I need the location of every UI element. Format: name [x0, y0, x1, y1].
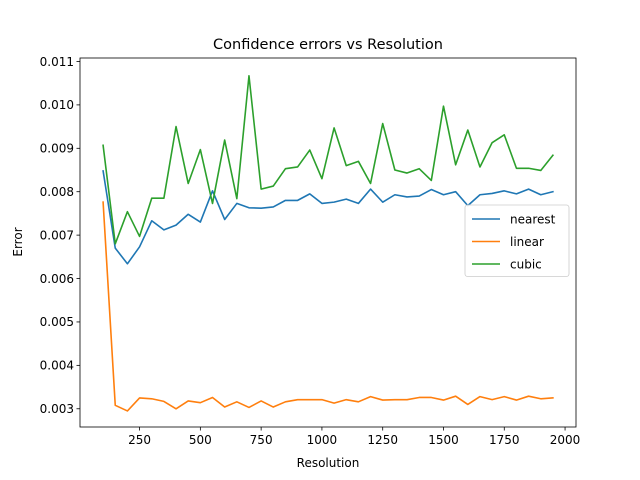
y-axis-label: Error [11, 227, 25, 256]
x-axis: 250 500 750 1000 1250 1500 1750 2000 [128, 427, 580, 447]
legend-label-linear: linear [510, 235, 544, 249]
series-line-linear [102, 201, 554, 412]
x-tick-label: 1000 [307, 433, 338, 447]
y-tick-label: 0.010 [40, 98, 74, 112]
legend-label-nearest: nearest [510, 212, 556, 226]
y-tick-label: 0.008 [40, 185, 74, 199]
y-tick-label: 0.009 [40, 142, 74, 156]
plot-frame [79, 57, 577, 428]
x-tick-label: 500 [189, 433, 212, 447]
y-tick-label: 0.003 [40, 402, 74, 416]
x-tick-label: 1500 [428, 433, 459, 447]
x-tick-label: 750 [250, 433, 273, 447]
x-tick-label: 1250 [367, 433, 398, 447]
series-line-cubic [102, 75, 555, 245]
chart-title: Confidence errors vs Resolution [213, 37, 443, 53]
y-tick-label: 0.011 [40, 55, 74, 69]
x-tick-label: 250 [128, 433, 151, 447]
y-tick-label: 0.007 [40, 228, 74, 242]
y-tick-label: 0.005 [40, 315, 74, 329]
y-tick-label: 0.004 [40, 359, 74, 373]
legend-label-cubic: cubic [510, 257, 542, 271]
y-tick-label: 0.006 [40, 272, 74, 286]
legend-box [464, 204, 570, 277]
y-axis: 0.003 0.004 0.005 0.006 0.007 0.008 0.009 0.010… [40, 55, 80, 416]
x-tick-label: 2000 [550, 433, 581, 447]
x-axis-label: Resolution [297, 456, 360, 470]
x-tick-label: 1750 [489, 433, 520, 447]
series-line-nearest [102, 169, 554, 265]
series-layer [102, 75, 555, 412]
legend: nearest linear cubic [464, 204, 570, 277]
